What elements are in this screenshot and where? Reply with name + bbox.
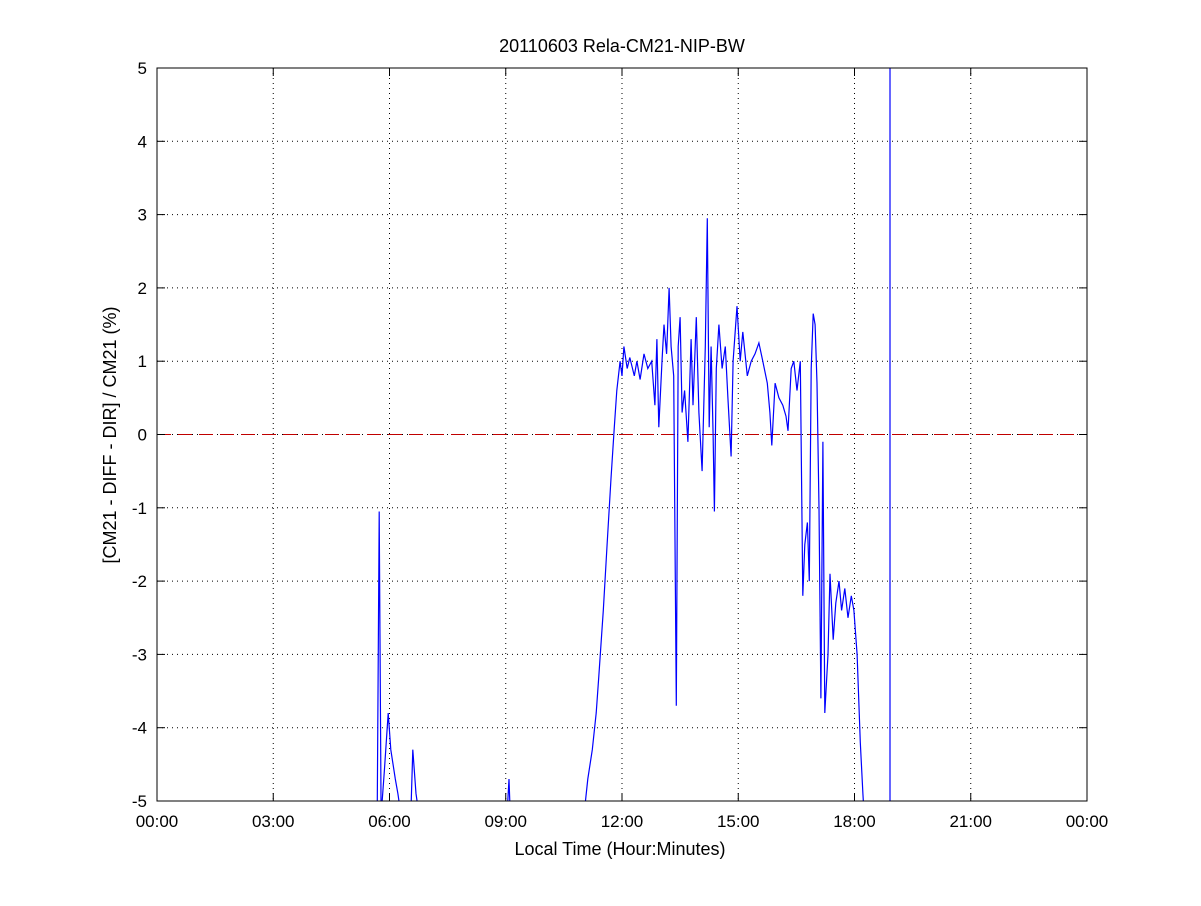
x-axis: 00:00 03:00 06:00 09:00 12:00 15:00 18:00 21:00… xyxy=(136,68,1109,831)
x-tick-label: 09:00 xyxy=(484,812,527,831)
x-tick-label: 00:00 xyxy=(136,812,179,831)
y-axis: 5 4 3 2 1 0 -1 -2 -3 -4 -5 xyxy=(132,59,1087,811)
y-tick-label: 3 xyxy=(138,206,147,225)
series-line-0 xyxy=(376,68,891,801)
y-tick-label: 2 xyxy=(138,279,147,298)
x-tick-label: 12:00 xyxy=(601,812,644,831)
x-tick-label: 21:00 xyxy=(949,812,992,831)
x-tick-label: 06:00 xyxy=(368,812,411,831)
y-tick-label: -5 xyxy=(132,792,147,811)
x-axis-label: Local Time (Hour:Minutes) xyxy=(514,839,725,859)
y-tick-label: 5 xyxy=(138,59,147,78)
x-tick-label: 00:00 xyxy=(1066,812,1109,831)
x-tick-label: 15:00 xyxy=(717,812,760,831)
y-tick-label: -4 xyxy=(132,719,147,738)
chart-title: 20110603 Rela-CM21-NIP-BW xyxy=(499,36,745,56)
y-tick-label: 4 xyxy=(138,132,147,151)
y-tick-label: -3 xyxy=(132,645,147,664)
y-tick-label: 1 xyxy=(138,352,147,371)
x-tick-label: 18:00 xyxy=(833,812,876,831)
series-group xyxy=(376,68,891,801)
y-tick-label: -2 xyxy=(132,572,147,591)
y-tick-label: 0 xyxy=(138,426,147,445)
y-tick-label: -1 xyxy=(132,499,147,518)
x-tick-label: 03:00 xyxy=(252,812,295,831)
y-axis-label: [CM21 - DIFF - DIR] / CM21 (%) xyxy=(100,306,120,563)
